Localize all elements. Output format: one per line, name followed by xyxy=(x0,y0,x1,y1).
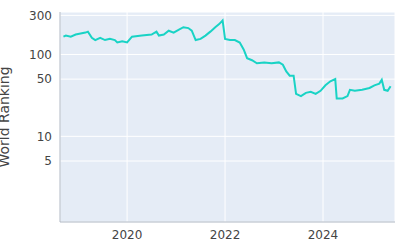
svg-text:50: 50 xyxy=(37,72,52,86)
svg-text:100: 100 xyxy=(29,48,52,62)
svg-text:2024: 2024 xyxy=(308,228,339,242)
svg-text:5: 5 xyxy=(44,154,52,168)
svg-text:2022: 2022 xyxy=(210,228,241,242)
svg-text:300: 300 xyxy=(29,9,52,23)
svg-text:2020: 2020 xyxy=(112,228,143,242)
svg-text:10: 10 xyxy=(37,130,52,144)
svg-text:World Ranking: World Ranking xyxy=(8,66,12,167)
